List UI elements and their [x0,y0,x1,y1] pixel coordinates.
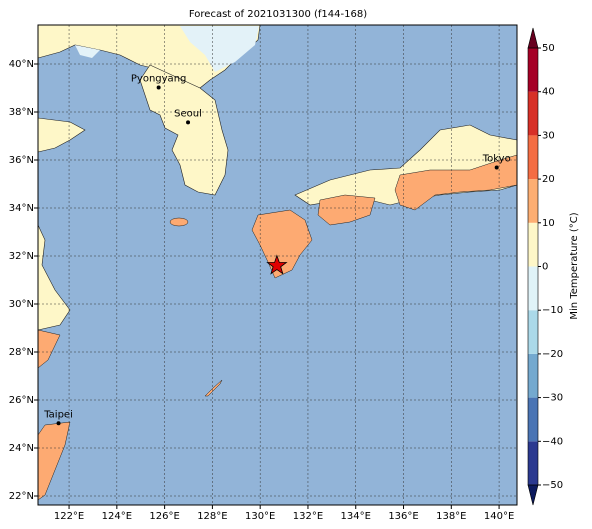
colorbar-tick-label: −20 [542,349,563,360]
colorbar-segment [528,310,538,354]
y-tick-label: 32°N [9,251,34,262]
y-tick-label: 38°N [9,107,34,118]
colorbar-tick-label: 0 [542,262,548,273]
city-label: Pyongyang [131,74,186,85]
title: Forecast of 2021031300 (f144-168) [189,9,367,20]
x-tick-label: 132°E [293,511,323,522]
colorbar-tick-label: 10 [542,218,555,229]
map-frame [37,24,518,506]
x-tick-label: 126°E [149,511,179,522]
x-tick-label: 140°E [484,511,514,522]
colorbar-tick-label: 40 [542,87,555,98]
colorbar-extend-over [527,27,539,49]
colorbar-tick-label: 30 [542,130,555,141]
x-tick-label: 128°E [197,511,227,522]
colorbar-tick-label: 50 [542,43,555,54]
colorbar-extend-under [527,484,539,506]
graticule [38,25,517,505]
colorbar-tick-label: 20 [542,174,555,185]
y-tick-label: 24°N [9,443,34,454]
colorbar-tick-label: −50 [542,480,563,491]
x-tick-label: 138°E [436,511,466,522]
y-tick-label: 30°N [9,299,34,310]
city-dot [156,85,161,90]
colorbar-segment [528,48,538,92]
location-marker [266,254,288,275]
colorbar-label: Min Temperature (°C) [569,212,580,319]
y-tick-label: 28°N [9,347,34,358]
colorbar-tick-label: −40 [542,436,563,447]
x-tick-label: 124°E [102,511,132,522]
x-tick-label: 136°E [388,511,418,522]
colorbar-segment [528,397,538,442]
city-dot [494,165,499,170]
colorbar-segment [528,135,538,180]
y-tick-label: 34°N [9,203,34,214]
city-dot [56,421,61,426]
city-dot [186,120,191,125]
city-label: Taipei [43,409,73,420]
colorbar-tick-label: −30 [542,393,563,404]
colorbar-segment [528,91,538,136]
x-tick-label: 134°E [341,511,371,522]
colorbar-segment [528,266,538,311]
colorbar-segment [528,179,538,223]
y-tick-label: 40°N [9,59,34,70]
y-tick-label: 26°N [9,395,34,406]
colorbar-segment [528,353,538,398]
city-label: Tokyo [482,153,511,164]
city-label: Seoul [174,108,202,119]
y-tick-label: 36°N [9,155,34,166]
x-tick-label: 122°E [54,511,84,522]
colorbar-tick-label: −10 [542,305,563,316]
x-tick-label: 130°E [245,511,275,522]
colorbar-segment [528,441,538,485]
colorbar-segment [528,222,538,267]
y-tick-label: 22°N [9,491,34,502]
